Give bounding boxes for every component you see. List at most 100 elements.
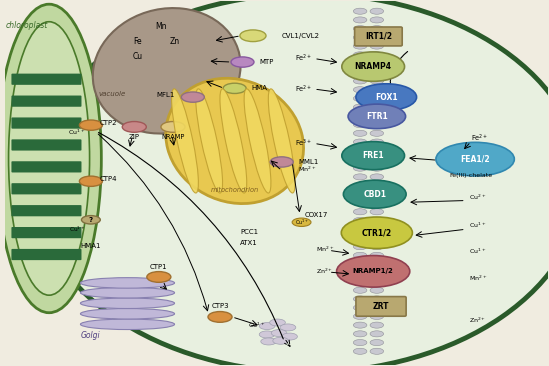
Ellipse shape <box>370 130 384 136</box>
Ellipse shape <box>370 60 384 67</box>
Ellipse shape <box>370 165 384 171</box>
Ellipse shape <box>172 89 198 193</box>
Text: CVL1/CVL2: CVL1/CVL2 <box>282 33 320 39</box>
Ellipse shape <box>370 296 384 302</box>
Text: NRAMP4: NRAMP4 <box>355 62 391 71</box>
Ellipse shape <box>370 226 384 232</box>
Ellipse shape <box>80 120 103 130</box>
Ellipse shape <box>354 287 367 293</box>
Ellipse shape <box>208 311 232 322</box>
Ellipse shape <box>354 26 367 32</box>
Ellipse shape <box>354 87 367 93</box>
Ellipse shape <box>354 165 367 171</box>
Ellipse shape <box>354 296 367 302</box>
Ellipse shape <box>370 287 384 293</box>
Text: FTR1: FTR1 <box>366 112 388 121</box>
Ellipse shape <box>354 60 367 67</box>
Ellipse shape <box>122 122 146 132</box>
Text: IRT1/2: IRT1/2 <box>365 32 392 41</box>
Ellipse shape <box>354 148 367 154</box>
Ellipse shape <box>370 183 384 188</box>
Ellipse shape <box>348 104 406 129</box>
Ellipse shape <box>356 84 417 111</box>
Ellipse shape <box>354 252 367 258</box>
Ellipse shape <box>370 174 384 180</box>
Text: Mn$^{2+}$: Mn$^{2+}$ <box>316 245 334 254</box>
Ellipse shape <box>354 52 367 58</box>
Ellipse shape <box>9 22 89 295</box>
Ellipse shape <box>354 348 367 354</box>
Ellipse shape <box>370 340 384 346</box>
Ellipse shape <box>354 226 367 232</box>
Ellipse shape <box>354 261 367 267</box>
Ellipse shape <box>270 157 293 167</box>
Ellipse shape <box>354 139 367 145</box>
Ellipse shape <box>370 191 384 197</box>
FancyBboxPatch shape <box>356 296 406 316</box>
FancyBboxPatch shape <box>12 183 81 194</box>
Ellipse shape <box>261 338 277 345</box>
Ellipse shape <box>354 174 367 180</box>
Ellipse shape <box>370 26 384 32</box>
Text: Mn$^{2+}$: Mn$^{2+}$ <box>299 164 317 173</box>
Ellipse shape <box>370 78 384 84</box>
Ellipse shape <box>354 191 367 197</box>
Ellipse shape <box>370 331 384 337</box>
Text: chloroplast: chloroplast <box>5 21 48 30</box>
Text: MML1: MML1 <box>299 159 319 165</box>
Ellipse shape <box>370 104 384 110</box>
Ellipse shape <box>370 261 384 267</box>
Ellipse shape <box>33 0 549 366</box>
Ellipse shape <box>370 305 384 311</box>
Ellipse shape <box>240 30 266 42</box>
Text: Cu$^{1+}$: Cu$^{1+}$ <box>69 225 85 234</box>
Ellipse shape <box>93 8 240 134</box>
Ellipse shape <box>370 156 384 163</box>
Text: Zn: Zn <box>170 37 180 45</box>
FancyBboxPatch shape <box>355 27 402 46</box>
Ellipse shape <box>354 69 367 75</box>
Text: mitochondrion: mitochondrion <box>210 187 259 193</box>
Text: HMA1: HMA1 <box>81 243 101 249</box>
Ellipse shape <box>81 319 175 329</box>
Ellipse shape <box>354 113 367 119</box>
Text: FEA1/2: FEA1/2 <box>460 155 490 164</box>
Ellipse shape <box>370 17 384 23</box>
Text: ?: ? <box>89 217 93 223</box>
FancyBboxPatch shape <box>12 161 81 172</box>
Text: Fe: Fe <box>133 37 142 45</box>
Text: ZIP: ZIP <box>129 134 140 140</box>
Text: Cu$^{1+}$: Cu$^{1+}$ <box>295 218 309 227</box>
Ellipse shape <box>354 183 367 188</box>
Ellipse shape <box>436 142 514 176</box>
Text: CTP1: CTP1 <box>150 264 167 270</box>
Ellipse shape <box>81 287 175 298</box>
Text: MTP: MTP <box>260 59 274 65</box>
Text: CTR1/2: CTR1/2 <box>362 228 392 237</box>
Ellipse shape <box>354 200 367 206</box>
Text: Cu$^{1+}$: Cu$^{1+}$ <box>248 320 265 330</box>
Ellipse shape <box>354 279 367 284</box>
Ellipse shape <box>354 322 367 328</box>
Ellipse shape <box>147 272 171 282</box>
Ellipse shape <box>280 324 296 331</box>
Ellipse shape <box>370 279 384 284</box>
FancyBboxPatch shape <box>12 117 81 129</box>
Ellipse shape <box>342 52 405 81</box>
Ellipse shape <box>282 333 298 340</box>
Text: vacuole: vacuole <box>98 91 125 97</box>
Ellipse shape <box>268 89 295 193</box>
Ellipse shape <box>354 43 367 49</box>
Ellipse shape <box>354 104 367 110</box>
Ellipse shape <box>354 78 367 84</box>
Ellipse shape <box>342 142 405 170</box>
Ellipse shape <box>81 298 175 309</box>
Ellipse shape <box>161 122 185 132</box>
Ellipse shape <box>354 17 367 23</box>
FancyBboxPatch shape <box>12 227 81 238</box>
Ellipse shape <box>354 313 367 320</box>
Ellipse shape <box>370 252 384 258</box>
Text: COX17: COX17 <box>304 212 328 218</box>
Text: CBD1: CBD1 <box>363 190 386 199</box>
Ellipse shape <box>354 331 367 337</box>
